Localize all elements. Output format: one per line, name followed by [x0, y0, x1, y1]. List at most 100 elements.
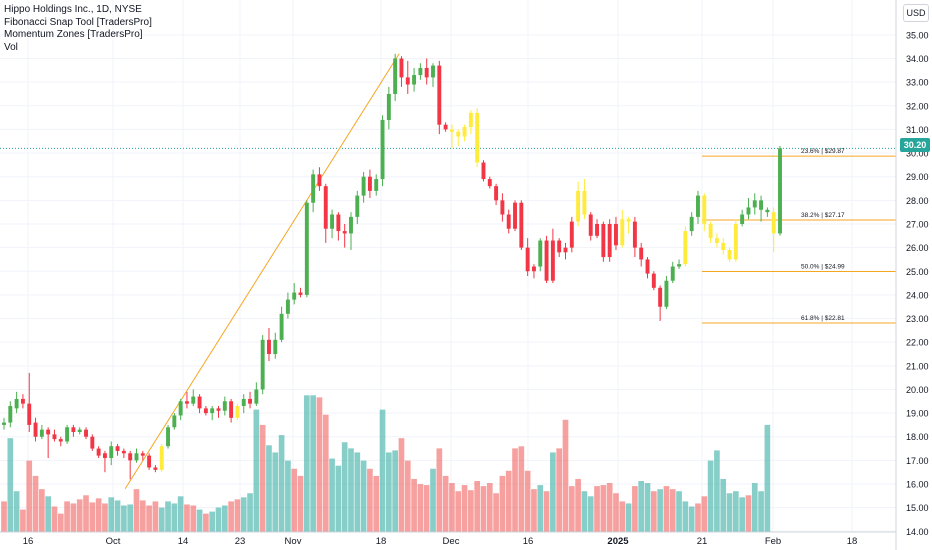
candle-body — [424, 67, 429, 78]
volume-bar — [303, 395, 310, 532]
volume-bar — [688, 506, 695, 532]
volume-bar — [650, 491, 657, 532]
y-tick-label: 32.00 — [906, 101, 929, 111]
y-tick-label: 25.00 — [906, 267, 929, 277]
candle-body — [531, 266, 536, 272]
volume-bar — [581, 491, 588, 532]
candle-body — [639, 247, 644, 260]
indicator-fibonacci[interactable]: Fibonacci Snap Tool [TradersPro] — [4, 16, 152, 28]
volume-bar — [442, 475, 449, 532]
candle-body — [71, 427, 76, 433]
candle-body — [109, 446, 114, 459]
volume-bar — [253, 409, 260, 532]
candle-body — [412, 75, 417, 85]
volume-bar — [632, 486, 638, 532]
volume-bar — [354, 452, 361, 532]
fib-swing-line — [124, 53, 400, 490]
volume-bar — [221, 505, 228, 532]
volume-bar — [373, 475, 380, 532]
candle-body — [323, 186, 328, 229]
volume-bar — [285, 460, 291, 532]
y-tick-label: 34.00 — [906, 54, 929, 64]
volume-bar — [758, 491, 764, 532]
candle-body — [178, 401, 183, 416]
y-tick-label: 27.00 — [906, 219, 929, 229]
volume-bar — [430, 468, 436, 532]
candle-body — [84, 429, 88, 437]
y-tick-label: 33.00 — [906, 78, 929, 88]
volume-bar — [95, 498, 102, 532]
volume-bar — [76, 499, 83, 532]
candle-body — [336, 214, 341, 232]
volume-layer — [1, 395, 771, 532]
symbol-title[interactable]: Hippo Holdings Inc., 1D, NYSE — [4, 4, 142, 15]
volume-bar — [152, 501, 159, 532]
volume-bar — [474, 481, 481, 532]
candle-body — [538, 240, 543, 267]
volume-bar — [468, 490, 474, 532]
y-tick-label: 19.00 — [906, 409, 929, 419]
volume-bar — [367, 468, 373, 532]
volume-bar — [575, 478, 581, 532]
volume-bar — [348, 448, 354, 532]
volume-bar — [398, 438, 405, 532]
volume-bar — [505, 470, 512, 532]
volume-bar — [1, 501, 7, 532]
indicator-volume[interactable]: Vol — [4, 41, 18, 53]
volume-bar — [695, 503, 701, 532]
volume-bar — [739, 497, 745, 532]
candle-body — [393, 58, 398, 94]
last-price-tag: 30.20 — [900, 138, 930, 152]
indicator-momentum[interactable]: Momentum Zones [TradersPro] — [4, 29, 143, 40]
volume-bar — [165, 501, 171, 532]
volume-bar — [360, 460, 367, 532]
currency-button[interactable]: USD — [903, 4, 929, 22]
y-tick-label: 16.00 — [906, 480, 929, 490]
volume-bar — [512, 448, 518, 532]
volume-bar — [562, 419, 569, 532]
y-tick-label: 35.00 — [906, 30, 929, 40]
candle-body — [481, 162, 486, 180]
volume-bar — [625, 503, 632, 532]
volume-bar — [102, 503, 108, 532]
candle-body — [229, 401, 234, 418]
volume-bar — [64, 501, 70, 532]
y-tick-label: 23.00 — [906, 314, 929, 324]
candle-body — [166, 427, 170, 447]
candle-body — [607, 223, 612, 258]
candle-body — [33, 422, 38, 437]
candle-body — [121, 450, 126, 454]
candle-body — [765, 209, 770, 213]
volume-bar — [707, 460, 714, 532]
volume-bar — [26, 460, 33, 532]
fib-level-label: 61.8% | $22.81 — [801, 315, 845, 322]
volume-bar — [486, 483, 493, 532]
volume-bar — [146, 505, 152, 532]
volume-bar — [234, 499, 241, 532]
candle-body — [140, 453, 145, 456]
volume-bar — [499, 475, 506, 532]
volume-bar — [266, 445, 272, 532]
candle-body — [216, 408, 221, 411]
volume-bar — [644, 483, 651, 532]
candle-body — [437, 65, 442, 125]
candle-body — [330, 214, 335, 229]
grid-layer — [0, 0, 896, 532]
candle-body — [90, 436, 95, 449]
volume-bar — [701, 496, 708, 532]
candle-body — [462, 127, 467, 137]
candle-body — [128, 453, 133, 461]
candle-body — [8, 406, 13, 423]
y-tick-label: 21.00 — [906, 361, 929, 371]
volume-bar — [139, 500, 146, 532]
y-tick-label: 22.00 — [906, 338, 929, 348]
x-tick-label: 18 — [376, 536, 387, 547]
candle-body — [449, 129, 454, 132]
x-tick-label: 16 — [523, 536, 534, 547]
candle-body — [683, 231, 688, 265]
candle-body — [595, 223, 599, 236]
candle-body — [248, 398, 253, 404]
volume-bar — [682, 501, 689, 532]
candle-body — [210, 408, 215, 414]
